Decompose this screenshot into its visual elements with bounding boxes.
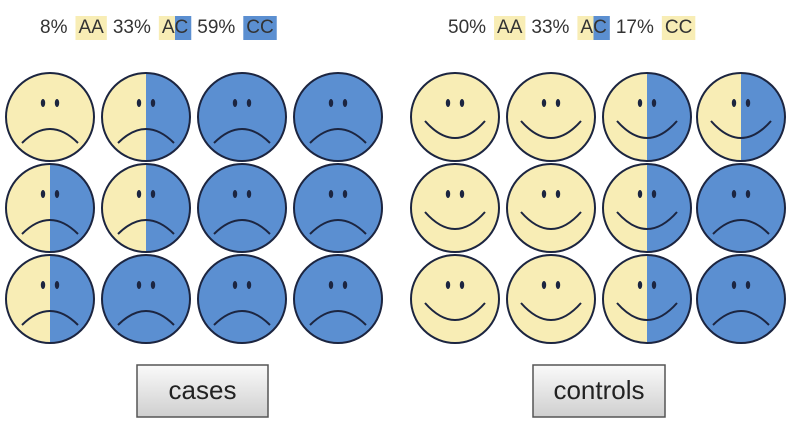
face [697,73,785,161]
eye [137,190,141,198]
eye [233,281,237,289]
eye [542,281,546,289]
face [198,73,286,161]
eye [151,190,155,198]
face [102,255,190,343]
legend-percent: 50% [448,17,486,38]
legend-percent: 8% [40,17,68,38]
eye [556,99,560,107]
face [603,164,691,252]
face [294,255,382,343]
eye [247,99,251,107]
face [198,255,286,343]
eye [329,281,333,289]
face [294,73,382,161]
legend-genotype: AA [497,17,523,38]
eye [556,281,560,289]
eye [137,281,141,289]
eye [638,99,642,107]
eye [732,190,736,198]
eye [247,281,251,289]
eye [55,190,59,198]
eye [446,99,450,107]
eye [329,190,333,198]
legend-percent: 17% [616,17,654,38]
face [6,164,94,252]
face [697,164,785,252]
eye [652,190,656,198]
eye [41,190,45,198]
eye [151,99,155,107]
face [603,255,691,343]
face [507,73,595,161]
eye [542,190,546,198]
eye [137,99,141,107]
legend-percent: 59% [197,17,235,38]
face [102,73,190,161]
legend-percent: 33% [113,17,151,38]
eye [732,99,736,107]
face [697,255,785,343]
eye [638,281,642,289]
face [102,164,190,252]
face [507,255,595,343]
face [411,73,499,161]
eye [460,99,464,107]
eye [233,190,237,198]
eye [343,190,347,198]
legend-genotype: CC [665,17,692,38]
eye [746,99,750,107]
eye [55,281,59,289]
legend-genotype: AC [162,17,188,38]
eye [460,281,464,289]
eye [41,281,45,289]
legend-genotype: AC [580,17,606,38]
face [198,164,286,252]
eye [343,99,347,107]
eye [746,281,750,289]
eye [732,281,736,289]
eye [746,190,750,198]
eye [556,190,560,198]
face [294,164,382,252]
panel-label: cases [169,375,237,405]
eye [446,190,450,198]
face [603,73,691,161]
face [6,73,94,161]
eye [542,99,546,107]
eye [343,281,347,289]
legend-percent: 33% [531,17,569,38]
eye [247,190,251,198]
face [411,164,499,252]
eye [151,281,155,289]
face [411,255,499,343]
eye [638,190,642,198]
panel-label: controls [553,375,644,405]
eye [41,99,45,107]
legend-genotype: CC [246,17,273,38]
eye [55,99,59,107]
legend-genotype: AA [78,17,104,38]
diagram: 8% AA 33% AC 59% CC cases 50% AA 33% AC 17% CC contro… [0,0,789,425]
face [6,255,94,343]
eye [652,281,656,289]
eye [652,99,656,107]
face [507,164,595,252]
eye [329,99,333,107]
eye [460,190,464,198]
eye [233,99,237,107]
eye [446,281,450,289]
